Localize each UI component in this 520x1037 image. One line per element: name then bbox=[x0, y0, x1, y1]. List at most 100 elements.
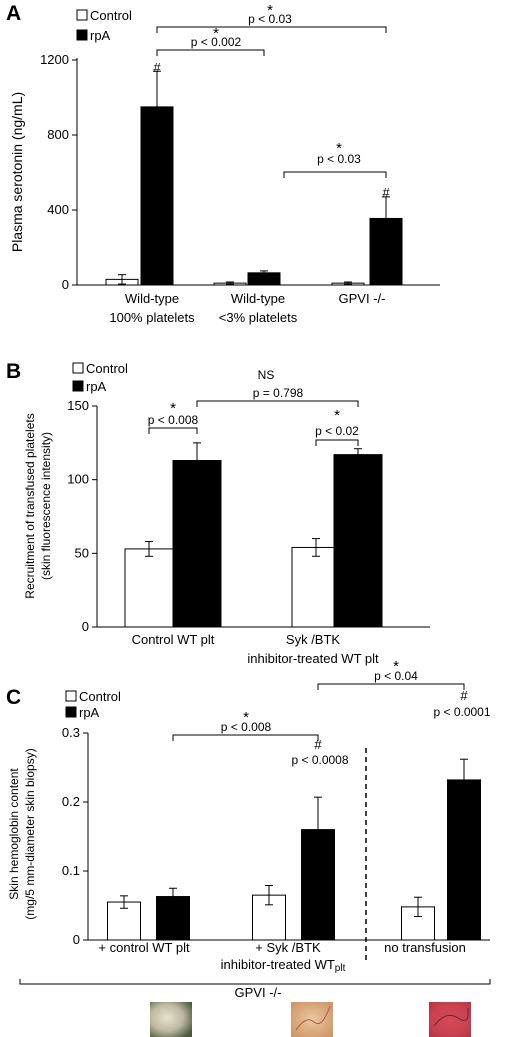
panel-a-category-3: GPVI -/- bbox=[339, 291, 386, 306]
panel-c-bar-rpa-3 bbox=[447, 779, 481, 941]
panel-b-bar-control-2 bbox=[291, 546, 341, 628]
panel-c-category-2: + Syk /BTK bbox=[255, 940, 321, 955]
skin-photo-control-plt bbox=[150, 1002, 192, 1037]
panel-c-bars bbox=[107, 758, 481, 941]
panel-a-category-1-line-2: 100% platelets bbox=[109, 310, 195, 325]
panel-a-yticks: 0 400 800 1200 bbox=[40, 52, 77, 292]
panel-b-legend-control: Control bbox=[86, 361, 128, 376]
panel-c-ytick-label-3: 0.3 bbox=[62, 725, 80, 740]
panel-b-ylabel-line-1: Recruitment of transfused platelets bbox=[23, 413, 37, 598]
panel-c-group-label: GPVI -/- bbox=[235, 985, 282, 1000]
panel-a-bars bbox=[105, 70, 403, 286]
panel-b-letter: B bbox=[6, 360, 21, 383]
panel-a-pvalue-1: p < 0.03 bbox=[248, 12, 292, 26]
panel-b-legend-rpa: rpA bbox=[86, 379, 107, 394]
panel-c-hash-2: # bbox=[460, 688, 468, 703]
panel-a-bracket-2 bbox=[156, 49, 265, 56]
panel-a-category-1-line-1: Wild-type bbox=[125, 291, 179, 306]
panel-c-hash-1: # bbox=[314, 737, 322, 752]
skin-photo-syk-btk-vessel bbox=[295, 1005, 331, 1031]
panel-c-sublabel-main: inhibitor-treated WT bbox=[221, 957, 335, 972]
panel-a-category-2-line-2: <3% platelets bbox=[219, 310, 298, 325]
panel-c-ytick-label-2: 0.2 bbox=[62, 794, 80, 809]
panel-a-bracket-3 bbox=[283, 171, 387, 178]
panel-c-group-bracket bbox=[19, 979, 491, 985]
panel-c-category-3: no transfusion bbox=[384, 940, 466, 955]
panel-a-bracket-1 bbox=[156, 26, 387, 33]
panel-b-pvalue-2: p < 0.008 bbox=[148, 413, 199, 427]
panel-b-bracket-2 bbox=[148, 427, 198, 434]
panel-c-sublabel-sub: plt bbox=[335, 963, 346, 974]
skin-photo-no-transfusion-vessel bbox=[433, 1007, 469, 1027]
panel-c-ylabel-line-2: (mg/5 mm-diameter skin biopsy) bbox=[23, 748, 37, 919]
panel-b-legend-rpa-swatch bbox=[72, 380, 84, 392]
panel-b-annotations: NS p = 0.798 * p < 0.008 * p < 0.02 bbox=[148, 368, 359, 446]
panel-b-category-1: Control WT plt bbox=[132, 632, 215, 647]
panel-b: B Control rpA Recruitment of transfused … bbox=[6, 360, 430, 666]
panel-b-ns: NS bbox=[258, 368, 275, 382]
panel-c-bracket-1 bbox=[317, 683, 465, 690]
panel-c-pvalue-2: p < 0.008 bbox=[221, 720, 272, 734]
panel-b-bar-rpa-2 bbox=[333, 454, 383, 628]
panel-c-star-2: * bbox=[243, 709, 249, 726]
panel-b-bar-control-1 bbox=[124, 548, 174, 628]
panel-a-pvalue-3: p < 0.03 bbox=[317, 152, 361, 166]
panel-c-pvalue-4: p < 0.0001 bbox=[433, 705, 490, 719]
panel-b-yticks: 0 50 100 150 bbox=[67, 398, 97, 634]
skin-photo-no-transfusion bbox=[429, 1002, 471, 1037]
panel-c-yticks: 0 0.1 0.2 0.3 bbox=[62, 725, 88, 947]
panel-c-legend-control: Control bbox=[79, 689, 121, 704]
panel-a-annotations: * p < 0.03 * p < 0.002 * p < 0.03 # # bbox=[153, 2, 390, 200]
panel-c-ytick-label-1: 0.1 bbox=[62, 863, 80, 878]
panel-c-annotations: * p < 0.04 * p < 0.008 # p < 0.0008 # p … bbox=[172, 658, 491, 767]
panel-a-star-2: * bbox=[213, 25, 219, 42]
panel-b-legend-control-swatch bbox=[72, 362, 84, 374]
panel-a-legend-control-swatch bbox=[76, 9, 88, 21]
panel-b-bar-rpa-1 bbox=[172, 460, 222, 628]
panel-a-legend-control: Control bbox=[90, 8, 132, 23]
panel-a-ylabel: Plasma serotonin (ng/mL) bbox=[9, 92, 25, 252]
panel-c-pvalue-3: p < 0.0008 bbox=[291, 753, 348, 767]
panel-b-pvalue-3: p < 0.02 bbox=[315, 424, 359, 438]
panel-a-ytick-label-3: 1200 bbox=[40, 52, 69, 67]
panel-c-star-1: * bbox=[393, 658, 399, 675]
panel-c-legend-rpa-swatch bbox=[65, 706, 77, 718]
panel-c-photos bbox=[150, 1002, 471, 1037]
panel-c-legend-control-swatch bbox=[65, 690, 77, 702]
panel-a-star-3: * bbox=[336, 140, 342, 157]
panel-a-hash-2: # bbox=[382, 185, 390, 200]
panel-c: C Control rpA Skin hemoglobin content (m… bbox=[6, 658, 491, 1037]
panel-a-letter: A bbox=[6, 2, 21, 25]
panel-c-category-1: + control WT plt bbox=[98, 940, 190, 955]
panel-b-ytick-label-1: 50 bbox=[75, 545, 89, 560]
skin-photo-syk-btk bbox=[291, 1002, 333, 1037]
panel-c-category-sublabel: inhibitor-treated WTplt bbox=[221, 957, 346, 974]
panel-c-bracket-2 bbox=[172, 734, 319, 741]
panel-b-ytick-label-2: 100 bbox=[67, 472, 89, 487]
panel-b-star-3: * bbox=[334, 407, 340, 424]
panel-a-ytick-label-2: 800 bbox=[47, 127, 69, 142]
panel-a-legend-rpa: rpA bbox=[90, 28, 111, 43]
panel-c-letter: C bbox=[6, 686, 21, 709]
panel-b-ytick-label-0: 0 bbox=[82, 619, 89, 634]
panel-c-ytick-label-0: 0 bbox=[73, 932, 80, 947]
panel-b-ylabel-line-2: (skin fluorescence intensity) bbox=[39, 432, 53, 580]
panel-b-category-2-line-1: Syk /BTK bbox=[286, 632, 341, 647]
panel-a-ytick-label-1: 400 bbox=[47, 202, 69, 217]
panel-a-category-2-line-1: Wild-type bbox=[231, 291, 285, 306]
panel-c-pvalue-1: p < 0.04 bbox=[374, 669, 418, 683]
panel-b-bars bbox=[124, 442, 383, 628]
panel-b-star-2: * bbox=[170, 400, 176, 417]
panel-a-star-1: * bbox=[267, 2, 273, 19]
panel-a-hash-1: # bbox=[153, 60, 161, 75]
panel-a-ytick-label-0: 0 bbox=[62, 277, 69, 292]
panel-c-ylabel-line-1: Skin hemoglobin content bbox=[7, 768, 21, 900]
panel-b-pvalue-1: p = 0.798 bbox=[253, 386, 304, 400]
panel-a-pvalue-2: p < 0.002 bbox=[191, 35, 242, 49]
panel-b-ytick-label-3: 150 bbox=[67, 398, 89, 413]
panel-b-bracket-3 bbox=[315, 439, 359, 446]
panel-a-legend-rpa-swatch bbox=[76, 29, 88, 41]
panel-a: A Control rpA Plasma serotonin (ng/mL) 0… bbox=[6, 2, 440, 325]
panel-c-legend-rpa: rpA bbox=[79, 705, 100, 720]
